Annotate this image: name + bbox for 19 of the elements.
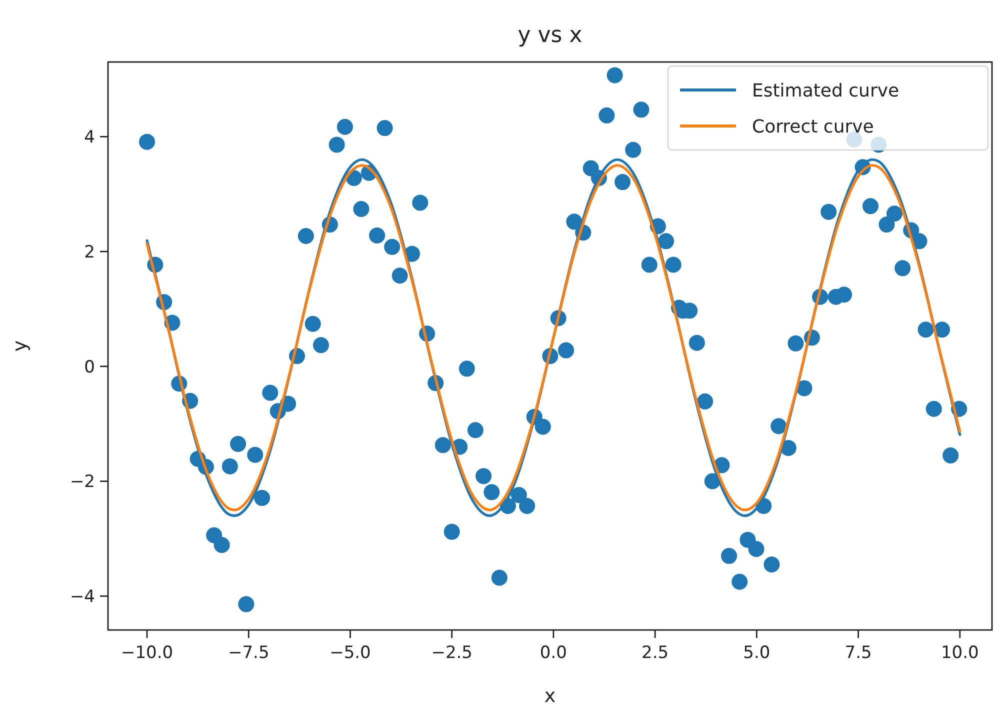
x-tick-label: 10.0 xyxy=(940,643,979,663)
x-axis-title: x xyxy=(544,685,556,707)
x-tick-label: 7.5 xyxy=(844,643,872,663)
x-tick-label: −7.5 xyxy=(228,643,270,663)
chart-title: y vs x xyxy=(518,23,582,48)
y-axis-title: y xyxy=(9,340,31,352)
x-tick-label: 5.0 xyxy=(743,643,770,663)
x-tick-label: −2.5 xyxy=(431,643,472,663)
legend-label: Estimated curve xyxy=(752,80,900,102)
y-tick-label: 0 xyxy=(84,357,95,378)
y-tick-label: −4 xyxy=(70,587,95,608)
x-tick-label: 2.5 xyxy=(642,643,669,663)
x-tick-label: 0.0 xyxy=(540,643,567,663)
x-tick-label: −5.0 xyxy=(330,643,371,663)
y-tick-label: 2 xyxy=(84,242,95,262)
legend-label: Correct curve xyxy=(752,116,874,138)
x-tick-label: −10.0 xyxy=(120,643,174,663)
y-tick-label: 4 xyxy=(84,128,95,148)
y-tick-label: −2 xyxy=(70,472,95,492)
